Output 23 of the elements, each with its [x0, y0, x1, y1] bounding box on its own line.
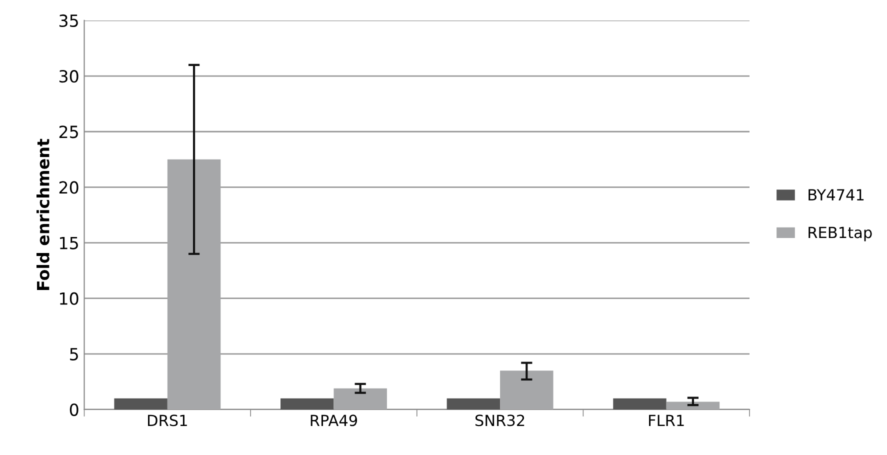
x-tick-label: SNR32: [475, 414, 524, 426]
y-tick-label: 25: [59, 126, 78, 138]
legend-label: REB1tap: [808, 226, 872, 242]
y-tick-label: 30: [59, 70, 78, 83]
x-tick-label: DRS1: [148, 414, 187, 426]
y-tick-label: 0: [70, 403, 78, 416]
bar: [613, 398, 666, 410]
y-tick-label: 35: [59, 14, 78, 28]
bar: [446, 398, 500, 410]
x-tick-label: FLR1: [649, 414, 684, 426]
bar: [500, 370, 554, 410]
bar: [167, 159, 221, 410]
y-tick-label: 10: [60, 292, 78, 305]
legend-label: BY4741: [808, 189, 864, 200]
bar: [280, 398, 334, 410]
bar: [666, 402, 720, 410]
y-tick-label: 5: [70, 348, 78, 360]
bar: [114, 398, 168, 410]
y-axis-title: Fold enrichment: [36, 138, 50, 290]
bar: [334, 388, 387, 410]
y-tick-label: 15: [60, 236, 78, 250]
x-tick-label: RPA49: [310, 414, 358, 426]
y-tick-label: 20: [59, 181, 78, 194]
